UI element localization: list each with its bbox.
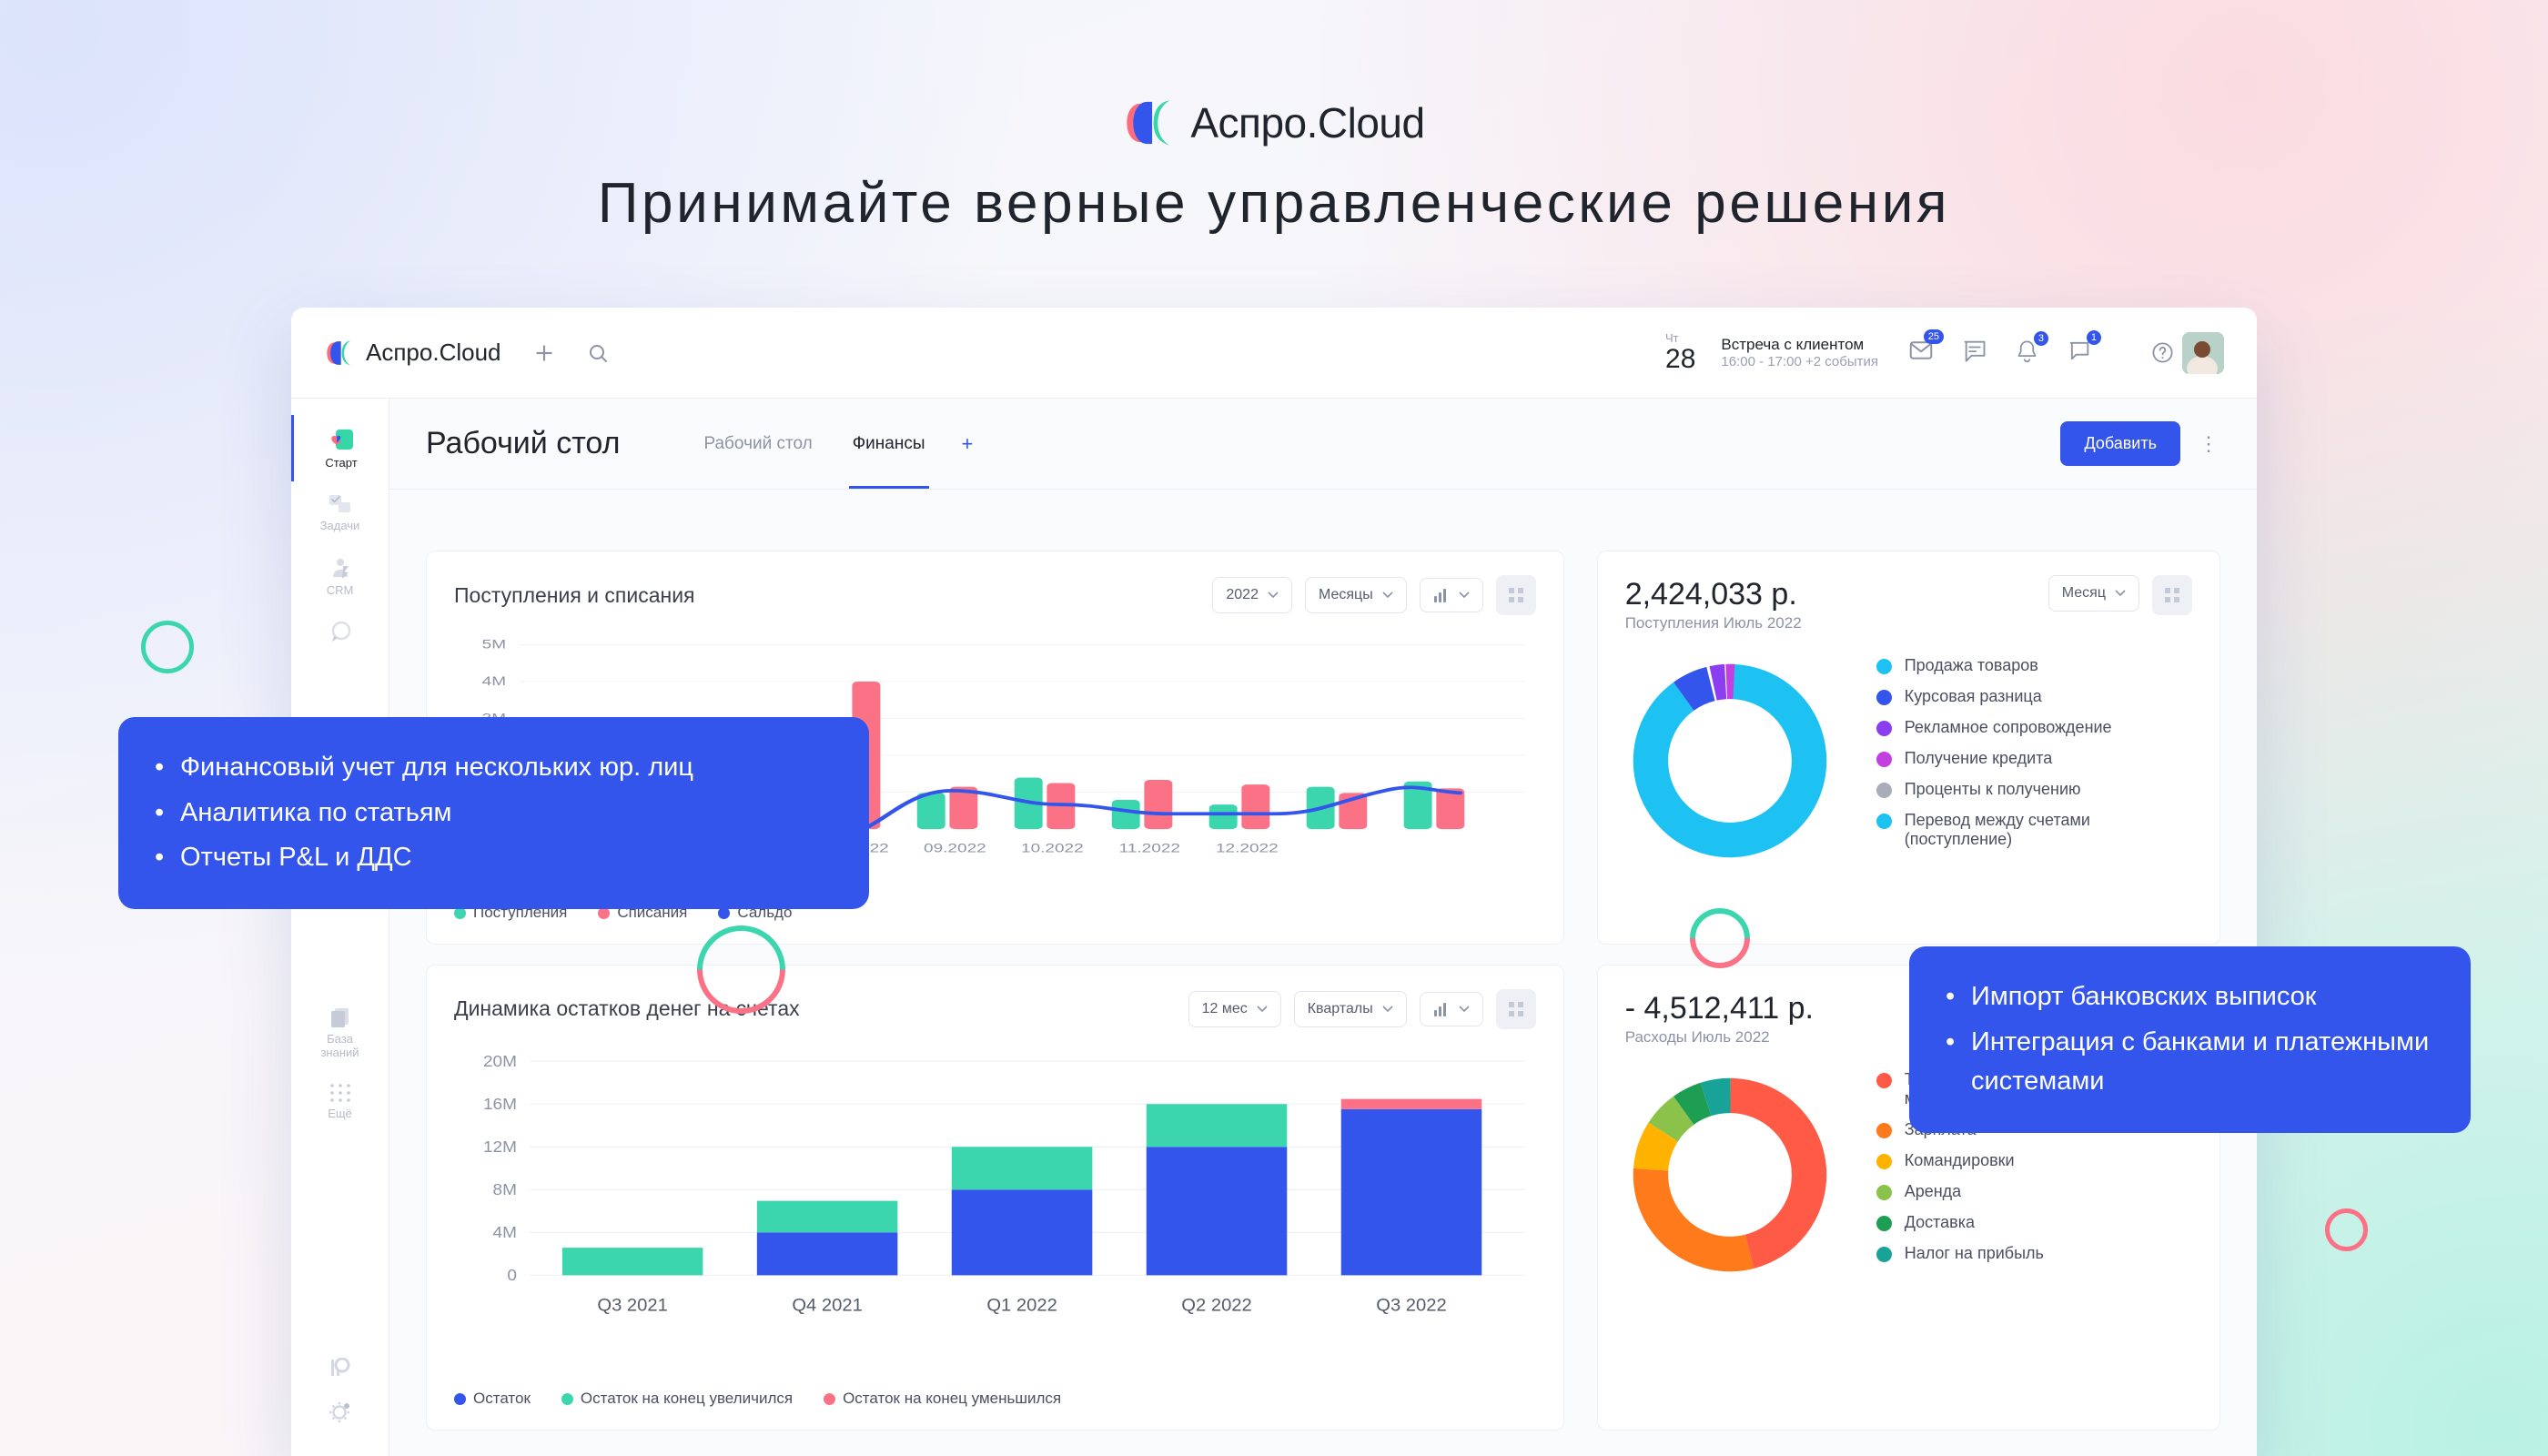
svg-text:4M: 4M (493, 1222, 517, 1240)
svg-text:Q1 2022: Q1 2022 (986, 1296, 1057, 1315)
svg-text:5M: 5M (482, 638, 506, 652)
svg-text:10.2022: 10.2022 (1021, 842, 1084, 855)
svg-text:0: 0 (507, 1265, 517, 1283)
svg-text:11.2022: 11.2022 (1119, 842, 1180, 855)
svg-text:Q4 2021: Q4 2021 (792, 1296, 863, 1315)
svg-text:20M: 20M (483, 1051, 517, 1069)
svg-text:Q3 2022: Q3 2022 (1376, 1296, 1447, 1315)
svg-text:4M: 4M (482, 675, 506, 689)
svg-text:16M: 16M (483, 1094, 517, 1112)
svg-text:09.2022: 09.2022 (924, 842, 986, 855)
svg-text:12.2022: 12.2022 (1216, 842, 1279, 855)
svg-text:Q2 2022: Q2 2022 (1181, 1296, 1252, 1315)
svg-text:12M: 12M (483, 1137, 517, 1155)
svg-text:Q3 2021: Q3 2021 (597, 1296, 668, 1315)
svg-text:8M: 8M (493, 1179, 517, 1198)
